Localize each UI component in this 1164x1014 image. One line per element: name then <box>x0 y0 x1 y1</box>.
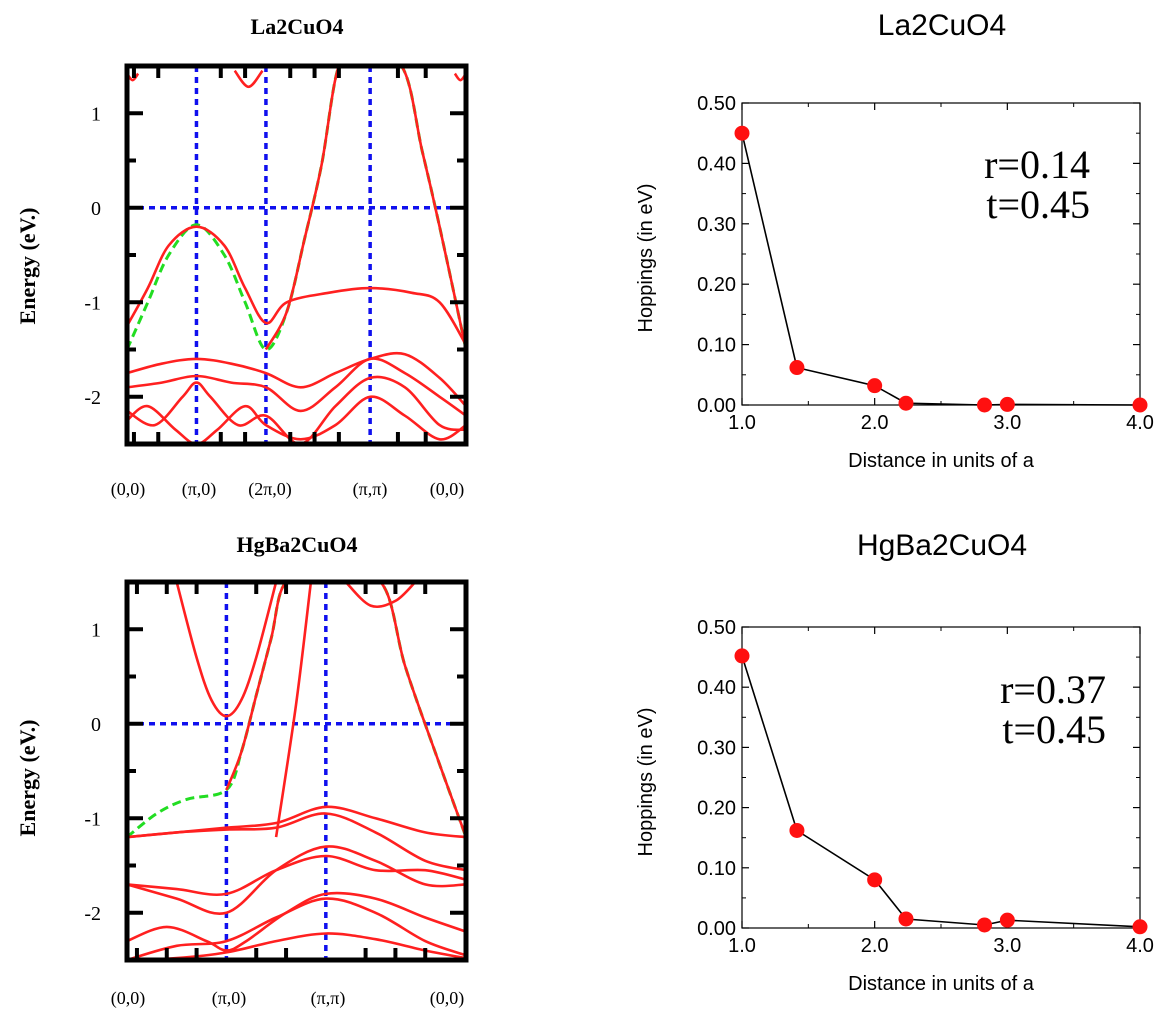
x-tick-label: (π,π) <box>311 988 346 1009</box>
band-chart-title: La2CuO4 <box>251 14 344 39</box>
band-chart-hgba2cuo4: HgBa2CuO4 Energy (eV.) <box>15 532 358 836</box>
x-tick-label: 3.0 <box>993 412 1021 434</box>
hopping-chart-ylabel: Hoppings (in eV) <box>635 708 657 857</box>
y-tick-label: 0.40 <box>697 677 736 699</box>
x-tick-label: 3.0 <box>993 935 1021 957</box>
plot-frame <box>124 579 469 963</box>
y-tick-label: 0.20 <box>697 274 736 296</box>
hopping-point <box>898 911 914 927</box>
y-tick-label: 0.10 <box>697 858 736 880</box>
y-tick-label: 1 <box>91 619 101 641</box>
hopping-point <box>789 360 805 376</box>
hopping-chart-ylabel: Hoppings (in eV) <box>635 184 657 333</box>
band-curve <box>127 395 466 444</box>
hopping-chart-xlabel: Distance in units of a <box>848 973 1035 995</box>
y-tick-label: 0.10 <box>697 335 736 357</box>
fitted-band-curve <box>127 66 466 351</box>
y-tick-label: 0.00 <box>697 395 736 417</box>
y-tick-label: 0.00 <box>697 918 736 940</box>
band-curve <box>127 854 466 896</box>
hopping-chart-xlabel: Distance in units of a <box>848 450 1035 472</box>
y-tick-label: -2 <box>84 903 101 925</box>
y-tick-label: 0 <box>91 198 101 220</box>
hopping-point <box>734 648 750 664</box>
x-tick-label: 1.0 <box>728 412 756 434</box>
band-curve <box>274 582 313 838</box>
band-curve <box>127 812 466 872</box>
band-curve <box>344 582 417 609</box>
y-tick-label: 0.50 <box>697 93 736 115</box>
hopping-point <box>977 397 993 413</box>
x-tick-label: (0,0) <box>111 479 146 500</box>
band-plot-area <box>127 66 466 444</box>
y-tick-label: 0 <box>91 714 101 736</box>
hopping-point <box>977 917 993 933</box>
band-plot-area <box>127 582 466 960</box>
hopping-chart-title: La2CuO4 <box>878 9 1006 42</box>
band-chart-title: HgBa2CuO4 <box>236 532 357 557</box>
hopping-point <box>898 395 914 411</box>
band-chart-ylabel: Energy (eV.) <box>15 208 40 325</box>
y-tick-label: -2 <box>84 387 101 409</box>
band-chart-la2cuo4: La2CuO4 Energy (eV.) <box>15 14 343 324</box>
hopping-point <box>999 912 1015 928</box>
y-tick-label: 0.30 <box>697 214 736 236</box>
x-tick-label: 1.0 <box>728 935 756 957</box>
y-tick-label: 0.20 <box>697 798 736 820</box>
x-tick-label: 4.0 <box>1126 935 1154 957</box>
y-tick-label: -1 <box>84 808 101 830</box>
y-tick-label: 0.50 <box>697 617 736 639</box>
hopping-chart-la2cuo4: La2CuO4 Hoppings (in eV) Distance in uni… <box>635 9 1090 472</box>
band-curve <box>127 351 466 408</box>
band-curve <box>127 225 466 346</box>
hopping-chart-hgba2cuo4: HgBa2CuO4 Hoppings (in eV) Distance in u… <box>635 529 1106 995</box>
x-tick-label: (0,0) <box>430 988 465 1009</box>
annotation-r: r=0.37 <box>1000 667 1106 712</box>
annotation-t: t=0.45 <box>986 182 1090 227</box>
x-tick-label: (0,0) <box>430 479 465 500</box>
x-tick-label: (0,0) <box>111 988 146 1009</box>
band-curve <box>127 891 466 952</box>
hopping-chart-title: HgBa2CuO4 <box>857 529 1027 562</box>
hopping-point <box>1132 919 1148 935</box>
y-tick-label: 0.30 <box>697 737 736 759</box>
annotation-t: t=0.45 <box>1002 707 1106 752</box>
band-curve <box>127 845 466 916</box>
band-curve <box>233 69 264 89</box>
band-curve <box>225 582 466 838</box>
x-tick-label: (π,0) <box>212 988 247 1009</box>
band-chart-ylabel: Energy (eV.) <box>15 720 40 837</box>
x-tick-label: 2.0 <box>861 412 889 434</box>
x-tick-label: (2π,0) <box>248 479 292 500</box>
y-tick-label: 0.40 <box>697 153 736 175</box>
x-tick-label: (π,0) <box>182 479 217 500</box>
x-tick-label: (π,π) <box>353 479 388 500</box>
x-tick-label: 2.0 <box>861 935 889 957</box>
band-curve <box>175 582 278 718</box>
band-curve <box>127 897 466 960</box>
band-curve <box>264 66 466 351</box>
hopping-point <box>867 378 883 394</box>
y-tick-label: 1 <box>91 103 101 125</box>
hopping-point <box>1132 397 1148 413</box>
annotation-r: r=0.14 <box>984 142 1090 187</box>
band-curve <box>127 375 466 444</box>
hopping-point <box>867 872 883 888</box>
band-curve <box>127 357 466 417</box>
y-tick-label: -1 <box>84 292 101 314</box>
hopping-point <box>789 822 805 838</box>
hopping-point <box>999 396 1015 412</box>
hopping-point <box>734 125 750 141</box>
x-tick-label: 4.0 <box>1126 412 1154 434</box>
